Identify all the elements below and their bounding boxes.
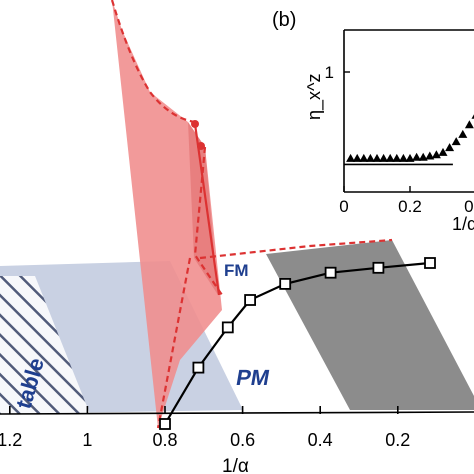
main-x-tick-label-5: 0.2	[385, 430, 410, 450]
boundary-marker-2	[221, 321, 234, 334]
boundary-marker-7	[424, 257, 436, 269]
red-sheet	[112, 0, 222, 428]
red-point-upper	[191, 120, 199, 128]
inset-point-9	[405, 153, 415, 162]
inset-point-5	[379, 153, 389, 162]
phase-boundary-markers	[159, 257, 436, 430]
inset-point-19	[471, 114, 474, 119]
inset-y-tick-label-0: 1	[325, 63, 334, 82]
inset-ticks: 0 0.2 0.4 1	[325, 63, 474, 216]
inset-chart: (b) 0 0.2 0.4 1 η_x^z 1/α	[272, 9, 474, 234]
pm-region-label: PM	[234, 365, 271, 390]
inset-x-axis-label: 1/α	[452, 214, 474, 234]
inset-point-14	[438, 147, 448, 156]
inset-y-axis-label: η_x^z	[304, 74, 325, 120]
hatched-stable-region	[0, 276, 90, 414]
red-solid-segment	[193, 123, 221, 296]
panel-label: (b)	[272, 9, 296, 31]
red-point-lower	[197, 142, 205, 150]
inset-point-18	[464, 120, 474, 129]
boundary-marker-4	[279, 277, 292, 290]
inset-point-6	[385, 153, 395, 162]
phase-boundary-line	[164, 261, 431, 425]
inset-x-tick-label-2: 0.4	[464, 197, 474, 216]
main-x-tick-label-0: 1.2	[0, 430, 22, 450]
boundary-marker-0	[159, 418, 171, 430]
inset-x-tick-label-1: 0.2	[398, 197, 422, 216]
main-x-tick-label-3: 0.6	[230, 430, 255, 450]
boundary-marker-6	[372, 261, 385, 274]
inset-point-1	[352, 153, 362, 162]
inset-point-3	[365, 153, 375, 162]
boundary-marker-5	[324, 266, 337, 279]
inset-point-2	[359, 153, 369, 162]
main-x-tick-label-2: 0.8	[152, 430, 177, 450]
boundary-marker-3	[244, 294, 257, 306]
inset-x-tick-label-0: 0	[339, 197, 348, 216]
inset-point-4	[372, 153, 382, 162]
inset-point-12	[425, 151, 435, 160]
main-x-axis	[0, 411, 474, 415]
main-x-ticks: 1.2 1 0.8 0.6 0.4 0.2	[0, 406, 410, 450]
main-x-tick-label-4: 0.4	[308, 430, 333, 450]
main-x-axis-label: 1/α	[222, 456, 249, 474]
inset-data-points	[346, 114, 474, 162]
fm-region-label: FM	[224, 261, 249, 280]
inset-point-15	[445, 143, 455, 152]
main-x-tick-label-1: 1	[82, 430, 92, 450]
gray-plane	[266, 240, 474, 410]
inset-point-0	[346, 153, 356, 162]
inset-point-8	[398, 153, 408, 162]
inset-point-7	[392, 153, 402, 162]
inset-point-10	[412, 152, 422, 161]
inset-point-13	[431, 150, 441, 159]
inset-point-11	[418, 152, 428, 161]
inset-point-17	[458, 129, 468, 138]
inset-point-16	[451, 137, 461, 146]
boundary-marker-1	[192, 361, 205, 374]
red-boundary-lines	[110, 0, 393, 429]
